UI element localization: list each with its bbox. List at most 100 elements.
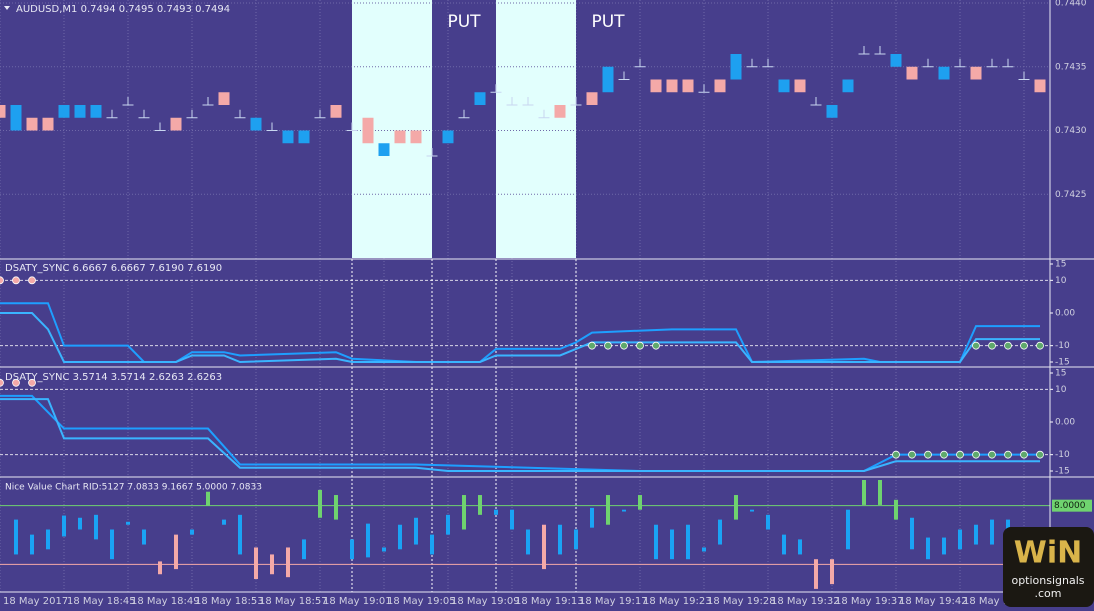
value-bar <box>542 524 546 570</box>
level-tag <box>1052 499 1092 512</box>
level-label: 8.0000 <box>1054 501 1086 511</box>
value-bar <box>158 561 162 575</box>
time-label: 18 May 19:05 <box>387 596 456 607</box>
signal-dot <box>12 378 20 387</box>
y-tick-label: 15 <box>1055 369 1066 379</box>
value-bar <box>126 521 130 525</box>
time-label: 18 May 18:57 <box>259 596 328 607</box>
value-bar <box>350 539 354 560</box>
value-bar <box>430 534 434 555</box>
candle <box>394 130 406 144</box>
value-bar <box>414 517 418 545</box>
zone-label: PUT <box>447 12 481 32</box>
candle <box>890 54 902 67</box>
value-bar <box>830 559 834 585</box>
candle <box>842 79 854 93</box>
value-bar <box>94 514 98 540</box>
candle <box>42 117 54 131</box>
signal-dot <box>28 276 36 285</box>
y-tick-label: -15 <box>1055 467 1070 477</box>
value-bar <box>862 480 866 505</box>
signal-dot <box>1004 450 1012 459</box>
y-tick-label: 15 <box>1055 260 1066 270</box>
indicator-line <box>0 394 1040 472</box>
candle <box>794 79 806 93</box>
candle <box>554 105 566 118</box>
signal-dot <box>1020 450 1028 459</box>
candle <box>442 130 454 144</box>
signal-dot <box>588 341 596 350</box>
time-label: 18 May 19:37 <box>835 596 904 607</box>
value-bar <box>494 509 498 515</box>
value-bar <box>814 559 818 589</box>
time-label: 18 May 19:42 <box>899 596 968 607</box>
value-bar <box>798 539 802 555</box>
value-bar <box>926 537 930 560</box>
signal-dot <box>1020 341 1028 350</box>
y-tick-label: 0.7435 <box>1055 62 1087 72</box>
signal-dot <box>1036 450 1044 459</box>
y-tick-label: 0.00 <box>1055 418 1075 428</box>
signal-dot <box>972 450 980 459</box>
pane-title: DSATY_SYNC 6.6667 6.6667 7.6190 7.6190 <box>5 263 222 274</box>
value-bar <box>510 509 514 530</box>
value-bar <box>398 524 402 550</box>
value-bar <box>238 514 242 555</box>
value-bar <box>62 515 66 537</box>
candle <box>10 105 22 131</box>
signal-dot <box>0 378 4 387</box>
value-bar <box>718 519 722 545</box>
y-tick-label: 0.7425 <box>1055 190 1087 200</box>
candle <box>938 66 950 80</box>
signal-dot <box>956 450 964 459</box>
indicator-line <box>0 312 1040 364</box>
logo-brand: WiN <box>1014 536 1082 571</box>
candle <box>666 79 678 93</box>
value-bar <box>366 523 370 558</box>
value-bar <box>558 524 562 555</box>
value-bar <box>894 499 898 520</box>
value-bar <box>606 495 610 525</box>
candle <box>90 105 102 118</box>
signal-dot <box>972 341 980 350</box>
y-tick-label: 0.7430 <box>1055 126 1087 136</box>
value-bar <box>478 495 482 515</box>
value-bar <box>686 524 690 560</box>
value-bar <box>462 495 466 530</box>
value-bar <box>958 529 962 550</box>
candle <box>682 79 694 93</box>
y-tick-label: 0.00 <box>1055 309 1075 319</box>
signal-dot <box>620 341 628 350</box>
signal-dot <box>988 341 996 350</box>
candle <box>362 117 374 144</box>
value-bar <box>30 534 34 555</box>
zone-label: PUT <box>591 12 625 32</box>
candle <box>330 105 342 118</box>
logo-box <box>1003 527 1094 607</box>
time-label: 18 May 18:53 <box>195 596 264 607</box>
header-menu-icon <box>4 6 10 10</box>
time-label: 18 May 19:01 <box>323 596 392 607</box>
logo-domain: .com <box>1035 587 1062 600</box>
value-bar <box>878 480 882 505</box>
time-label: 18 May 19:28 <box>707 596 776 607</box>
y-tick-label: 10 <box>1055 276 1067 286</box>
value-bar <box>46 529 50 550</box>
value-bar <box>110 529 114 560</box>
value-bar <box>702 547 706 552</box>
candle <box>26 117 38 131</box>
y-tick-label: -10 <box>1055 450 1070 460</box>
value-bar <box>382 547 386 552</box>
candle <box>586 92 598 105</box>
value-bar <box>270 554 274 575</box>
value-bar <box>574 529 578 550</box>
value-bar <box>846 509 850 550</box>
signal-dot <box>892 450 900 459</box>
value-bar <box>750 509 754 512</box>
candle <box>298 130 310 144</box>
candle <box>826 105 838 118</box>
signal-dot <box>940 450 948 459</box>
value-bar <box>334 495 338 520</box>
